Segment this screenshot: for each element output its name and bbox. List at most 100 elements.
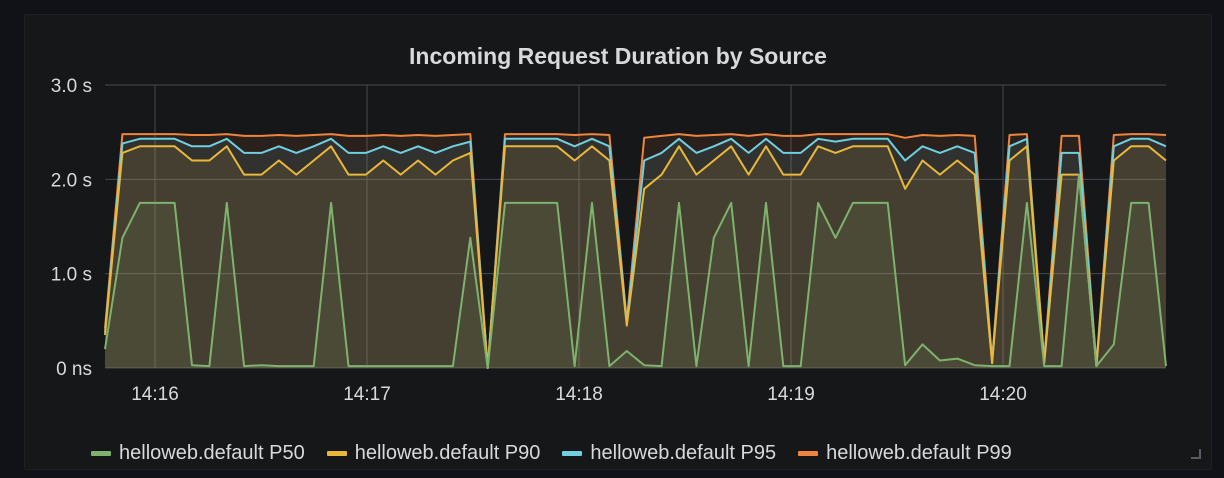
legend-item[interactable]: helloweb.default P99 — [798, 442, 1012, 465]
data-point[interactable] — [799, 151, 803, 155]
data-point[interactable] — [712, 236, 716, 240]
data-point[interactable] — [173, 132, 177, 136]
data-point[interactable] — [1077, 173, 1081, 177]
data-point[interactable] — [347, 134, 351, 138]
data-point[interactable] — [1060, 173, 1064, 177]
data-point[interactable] — [973, 151, 977, 155]
data-point[interactable] — [834, 151, 838, 155]
panel-title[interactable]: Incoming Request Duration by Source — [409, 43, 827, 69]
data-point[interactable] — [1042, 364, 1046, 368]
data-point[interactable] — [1129, 132, 1133, 136]
data-point[interactable] — [677, 144, 681, 148]
data-point[interactable] — [694, 173, 698, 177]
data-point[interactable] — [1060, 151, 1064, 155]
data-point[interactable] — [486, 366, 490, 370]
data-point[interactable] — [399, 173, 403, 177]
data-point[interactable] — [1008, 364, 1012, 368]
data-point[interactable] — [851, 144, 855, 148]
data-point[interactable] — [434, 134, 438, 138]
data-point[interactable] — [886, 132, 890, 136]
resize-handle-icon[interactable] — [1191, 449, 1201, 459]
data-point[interactable] — [468, 132, 472, 136]
data-point[interactable] — [955, 357, 959, 361]
series-line-0[interactable] — [104, 173, 1167, 369]
data-point[interactable] — [225, 201, 229, 205]
data-point[interactable] — [312, 364, 316, 368]
data-point[interactable] — [381, 159, 385, 163]
data-point[interactable] — [921, 159, 925, 163]
data-point[interactable] — [747, 173, 751, 177]
data-point[interactable] — [781, 134, 785, 138]
data-point[interactable] — [1112, 133, 1116, 137]
data-point[interactable] — [416, 364, 420, 368]
data-point[interactable] — [747, 134, 751, 138]
data-point[interactable] — [851, 137, 855, 141]
data-point[interactable] — [520, 132, 524, 136]
data-point[interactable] — [347, 364, 351, 368]
chart-plot-area[interactable]: 0 ns 1.0 s 2.0 s 3.0 s 14:16 14:17 14:18 14:19… — [25, 15, 1213, 471]
data-point[interactable] — [538, 201, 542, 205]
data-point[interactable] — [660, 151, 664, 155]
data-point[interactable] — [573, 364, 577, 368]
data-point[interactable] — [677, 201, 681, 205]
data-point[interactable] — [381, 133, 385, 137]
data-point[interactable] — [190, 144, 194, 148]
data-point[interactable] — [434, 364, 438, 368]
data-point[interactable] — [1164, 364, 1168, 368]
data-point[interactable] — [277, 364, 281, 368]
data-point[interactable] — [607, 159, 611, 163]
data-point[interactable] — [538, 132, 542, 136]
data-point[interactable] — [573, 144, 577, 148]
data-point[interactable] — [973, 363, 977, 367]
data-point[interactable] — [816, 132, 820, 136]
data-point[interactable] — [938, 151, 942, 155]
legend-item[interactable]: helloweb.default P50 — [91, 442, 305, 465]
data-point[interactable] — [868, 132, 872, 136]
data-point[interactable] — [1147, 132, 1151, 136]
data-point[interactable] — [312, 133, 316, 137]
data-point[interactable] — [955, 144, 959, 148]
data-point[interactable] — [764, 201, 768, 205]
data-point[interactable] — [712, 144, 716, 148]
data-point[interactable] — [468, 140, 472, 144]
data-point[interactable] — [938, 173, 942, 177]
data-point[interactable] — [294, 134, 298, 138]
data-point[interactable] — [729, 144, 733, 148]
data-point[interactable] — [747, 151, 751, 155]
data-point[interactable] — [938, 359, 942, 363]
data-point[interactable] — [138, 137, 142, 141]
data-point[interactable] — [329, 201, 333, 205]
data-point[interactable] — [503, 137, 507, 141]
data-point[interactable] — [555, 137, 559, 141]
data-point[interactable] — [520, 201, 524, 205]
data-point[interactable] — [155, 144, 159, 148]
data-point[interactable] — [642, 136, 646, 140]
data-point[interactable] — [451, 159, 455, 163]
data-point[interactable] — [503, 201, 507, 205]
data-point[interactable] — [660, 134, 664, 138]
data-point[interactable] — [225, 144, 229, 148]
data-point[interactable] — [764, 132, 768, 136]
data-point[interactable] — [416, 144, 420, 148]
data-point[interactable] — [347, 151, 351, 155]
data-point[interactable] — [329, 144, 333, 148]
data-point[interactable] — [503, 132, 507, 136]
data-point[interactable] — [260, 363, 264, 367]
data-point[interactable] — [660, 364, 664, 368]
data-point[interactable] — [138, 144, 142, 148]
data-point[interactable] — [903, 159, 907, 163]
data-point[interactable] — [538, 137, 542, 141]
data-point[interactable] — [868, 137, 872, 141]
data-point[interactable] — [1164, 144, 1168, 148]
data-point[interactable] — [642, 363, 646, 367]
data-point[interactable] — [225, 137, 229, 141]
data-point[interactable] — [1025, 144, 1029, 148]
data-point[interactable] — [555, 132, 559, 136]
data-point[interactable] — [607, 144, 611, 148]
data-point[interactable] — [590, 137, 594, 141]
data-point[interactable] — [903, 136, 907, 140]
data-point[interactable] — [799, 134, 803, 138]
data-point[interactable] — [155, 132, 159, 136]
data-point[interactable] — [799, 173, 803, 177]
data-point[interactable] — [138, 132, 142, 136]
